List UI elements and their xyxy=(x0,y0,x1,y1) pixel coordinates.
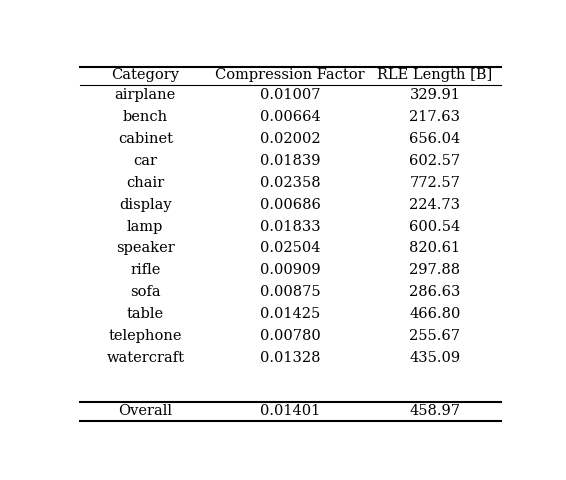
Text: 820.61: 820.61 xyxy=(409,241,460,255)
Text: 0.02002: 0.02002 xyxy=(260,132,320,145)
Text: 217.63: 217.63 xyxy=(409,109,460,123)
Text: 458.97: 458.97 xyxy=(409,404,460,418)
Text: 0.02504: 0.02504 xyxy=(260,241,320,255)
Text: rifle: rifle xyxy=(130,264,161,277)
Text: Compression Factor: Compression Factor xyxy=(215,68,365,83)
Text: 224.73: 224.73 xyxy=(409,197,460,212)
Text: airplane: airplane xyxy=(115,87,176,102)
Text: chair: chair xyxy=(126,176,165,190)
Text: 0.01425: 0.01425 xyxy=(260,308,320,322)
Text: 772.57: 772.57 xyxy=(409,176,460,190)
Text: Overall: Overall xyxy=(118,404,172,418)
Text: Category: Category xyxy=(112,68,179,83)
Text: 0.00664: 0.00664 xyxy=(260,109,320,123)
Text: 286.63: 286.63 xyxy=(409,286,461,300)
Text: 255.67: 255.67 xyxy=(409,329,460,344)
Text: watercraft: watercraft xyxy=(106,351,185,365)
Text: display: display xyxy=(119,197,171,212)
Text: 0.01328: 0.01328 xyxy=(260,351,320,365)
Text: 0.00909: 0.00909 xyxy=(260,264,320,277)
Text: 0.01007: 0.01007 xyxy=(260,87,320,102)
Text: 0.01839: 0.01839 xyxy=(260,154,320,168)
Text: 0.00780: 0.00780 xyxy=(260,329,320,344)
Text: 0.01401: 0.01401 xyxy=(260,404,320,418)
Text: 0.00686: 0.00686 xyxy=(260,197,320,212)
Text: 466.80: 466.80 xyxy=(409,308,461,322)
Text: table: table xyxy=(127,308,164,322)
Text: telephone: telephone xyxy=(109,329,182,344)
Text: 0.01833: 0.01833 xyxy=(260,219,320,233)
Text: 656.04: 656.04 xyxy=(409,132,461,145)
Text: RLE Length [B]: RLE Length [B] xyxy=(377,68,492,83)
Text: car: car xyxy=(134,154,157,168)
Text: lamp: lamp xyxy=(127,219,164,233)
Text: sofa: sofa xyxy=(130,286,161,300)
Text: 600.54: 600.54 xyxy=(409,219,461,233)
Text: 329.91: 329.91 xyxy=(409,87,460,102)
Text: 297.88: 297.88 xyxy=(409,264,460,277)
Text: 435.09: 435.09 xyxy=(409,351,460,365)
Text: bench: bench xyxy=(123,109,168,123)
Text: speaker: speaker xyxy=(116,241,175,255)
Text: cabinet: cabinet xyxy=(118,132,173,145)
Text: 0.00875: 0.00875 xyxy=(260,286,320,300)
Text: 602.57: 602.57 xyxy=(409,154,460,168)
Text: 0.02358: 0.02358 xyxy=(260,176,320,190)
